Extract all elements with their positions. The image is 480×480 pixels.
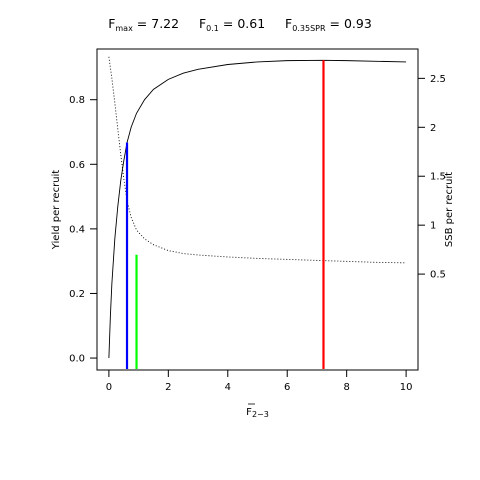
x-axis-title: F2−3 <box>246 407 269 419</box>
title-value: 0.61 <box>237 16 265 31</box>
chart-title: Fmax = 7.22 F0.1 = 0.61 F0.35SPR = 0.93 <box>108 16 372 33</box>
x-tick-label: 0 <box>106 382 112 393</box>
y-right-tick-label: 2 <box>430 123 436 134</box>
x-tick-label: 10 <box>400 382 413 393</box>
plot-frame <box>96 48 419 371</box>
y-axis-right-title: SSB per recruit <box>444 172 455 247</box>
x-axis-title-main: F <box>246 407 252 418</box>
x-tick-label: 4 <box>225 382 231 393</box>
y-axis-left-title: Yield per recruit <box>51 170 62 251</box>
y-axis-right: 0.5 1 1.5 2 2.5 <box>417 74 446 281</box>
title-symbol: F <box>108 16 115 31</box>
y-left-tick-label: 0.8 <box>69 95 85 106</box>
title-spacer <box>179 16 199 31</box>
title-spacer <box>265 16 285 31</box>
x-tick-label: 8 <box>343 382 349 393</box>
title-value: 7.22 <box>151 16 179 31</box>
reference-lines <box>125 60 325 370</box>
title-subscript: 0.35SPR <box>292 24 326 33</box>
title-equals: = <box>219 16 237 31</box>
y-left-tick-label: 0.2 <box>69 289 85 300</box>
y-left-tick-label: 0.6 <box>69 160 85 171</box>
title-symbol: F <box>285 16 292 31</box>
yield-per-recruit-line <box>108 59 407 359</box>
y-axis-left: 0.0 0.2 0.4 0.6 0.8 <box>69 95 98 365</box>
series-group <box>108 56 407 359</box>
title-symbol: F <box>199 16 206 31</box>
y-left-tick-label: 0.4 <box>69 224 85 235</box>
y-right-tick-label: 2.5 <box>430 74 446 85</box>
y-right-tick-label: 1 <box>430 221 436 232</box>
title-value: 0.93 <box>344 16 372 31</box>
ssb-per-recruit-line <box>108 56 407 264</box>
y-right-tick-label: 1.5 <box>430 172 446 183</box>
title-subscript: 0.1 <box>206 24 219 33</box>
x-axis: 0 2 4 6 8 10 <box>106 369 413 393</box>
y-left-tick-label: 0.0 <box>69 354 85 365</box>
title-equals: = <box>133 16 151 31</box>
y-right-tick-label: 0.5 <box>430 270 446 281</box>
title-equals: = <box>326 16 344 31</box>
title-text: Fmax = 7.22 F0.1 = 0.61 F0.35SPR = 0.93 <box>108 16 372 33</box>
x-axis-title-subscript: 2−3 <box>252 410 269 419</box>
title-subscript: max <box>115 24 133 33</box>
x-tick-label: 2 <box>165 382 171 393</box>
x-tick-label: 6 <box>284 382 290 393</box>
